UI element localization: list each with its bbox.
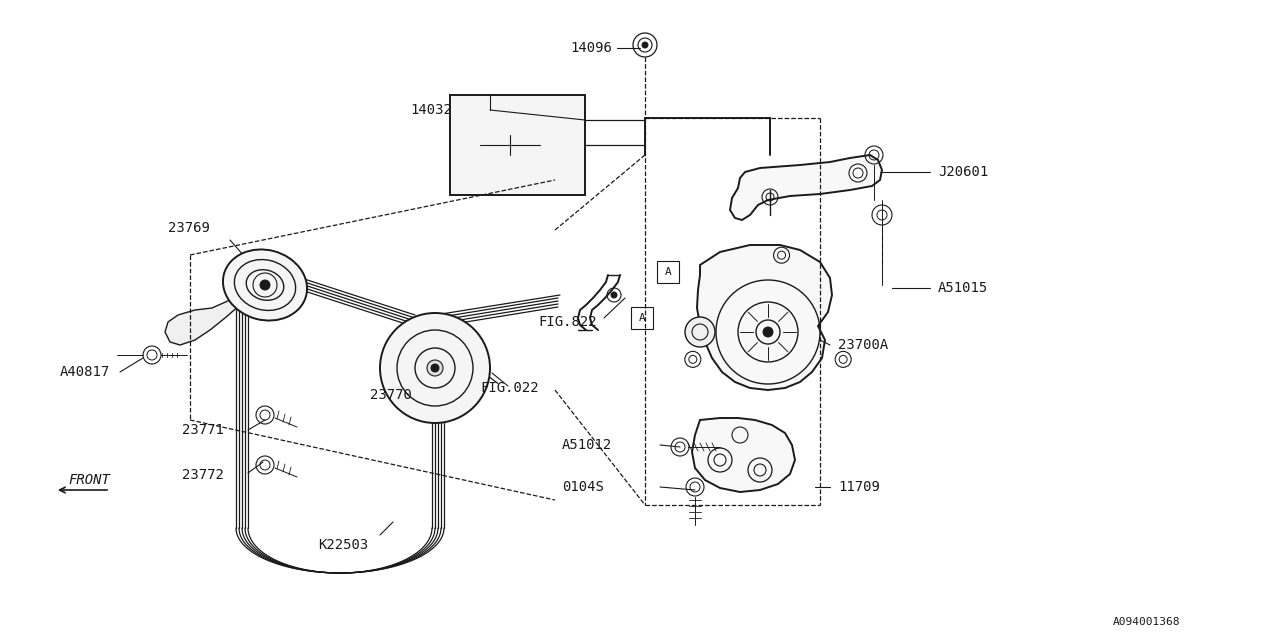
Circle shape	[428, 360, 443, 376]
Circle shape	[260, 280, 270, 290]
Text: 14096: 14096	[570, 41, 612, 55]
Text: FIG.822: FIG.822	[538, 315, 596, 329]
Polygon shape	[730, 155, 882, 220]
Text: FIG.022: FIG.022	[480, 381, 539, 395]
Text: 23771: 23771	[182, 423, 224, 437]
Text: A51012: A51012	[562, 438, 612, 452]
Text: 23769: 23769	[168, 221, 210, 235]
Polygon shape	[165, 300, 241, 345]
Text: A094001368: A094001368	[1112, 617, 1180, 627]
Text: A: A	[639, 313, 645, 323]
Circle shape	[685, 317, 716, 347]
Text: 0104S: 0104S	[562, 480, 604, 494]
Circle shape	[643, 42, 648, 48]
Text: 23700A: 23700A	[838, 338, 888, 352]
Text: A51015: A51015	[938, 281, 988, 295]
Text: 14032: 14032	[410, 103, 452, 117]
Text: 11709: 11709	[838, 480, 879, 494]
Text: K22503: K22503	[317, 538, 369, 552]
Text: J20601: J20601	[938, 165, 988, 179]
Circle shape	[611, 292, 617, 298]
Text: FRONT: FRONT	[68, 473, 110, 487]
Text: 23770: 23770	[370, 388, 412, 402]
Polygon shape	[698, 245, 832, 390]
Bar	[451, 95, 585, 195]
Circle shape	[763, 327, 773, 337]
Text: 23772: 23772	[182, 468, 224, 482]
Ellipse shape	[223, 250, 307, 321]
Circle shape	[380, 313, 490, 423]
Text: A: A	[664, 267, 672, 277]
Polygon shape	[692, 418, 795, 492]
Text: A40817: A40817	[60, 365, 110, 379]
Circle shape	[431, 364, 439, 372]
